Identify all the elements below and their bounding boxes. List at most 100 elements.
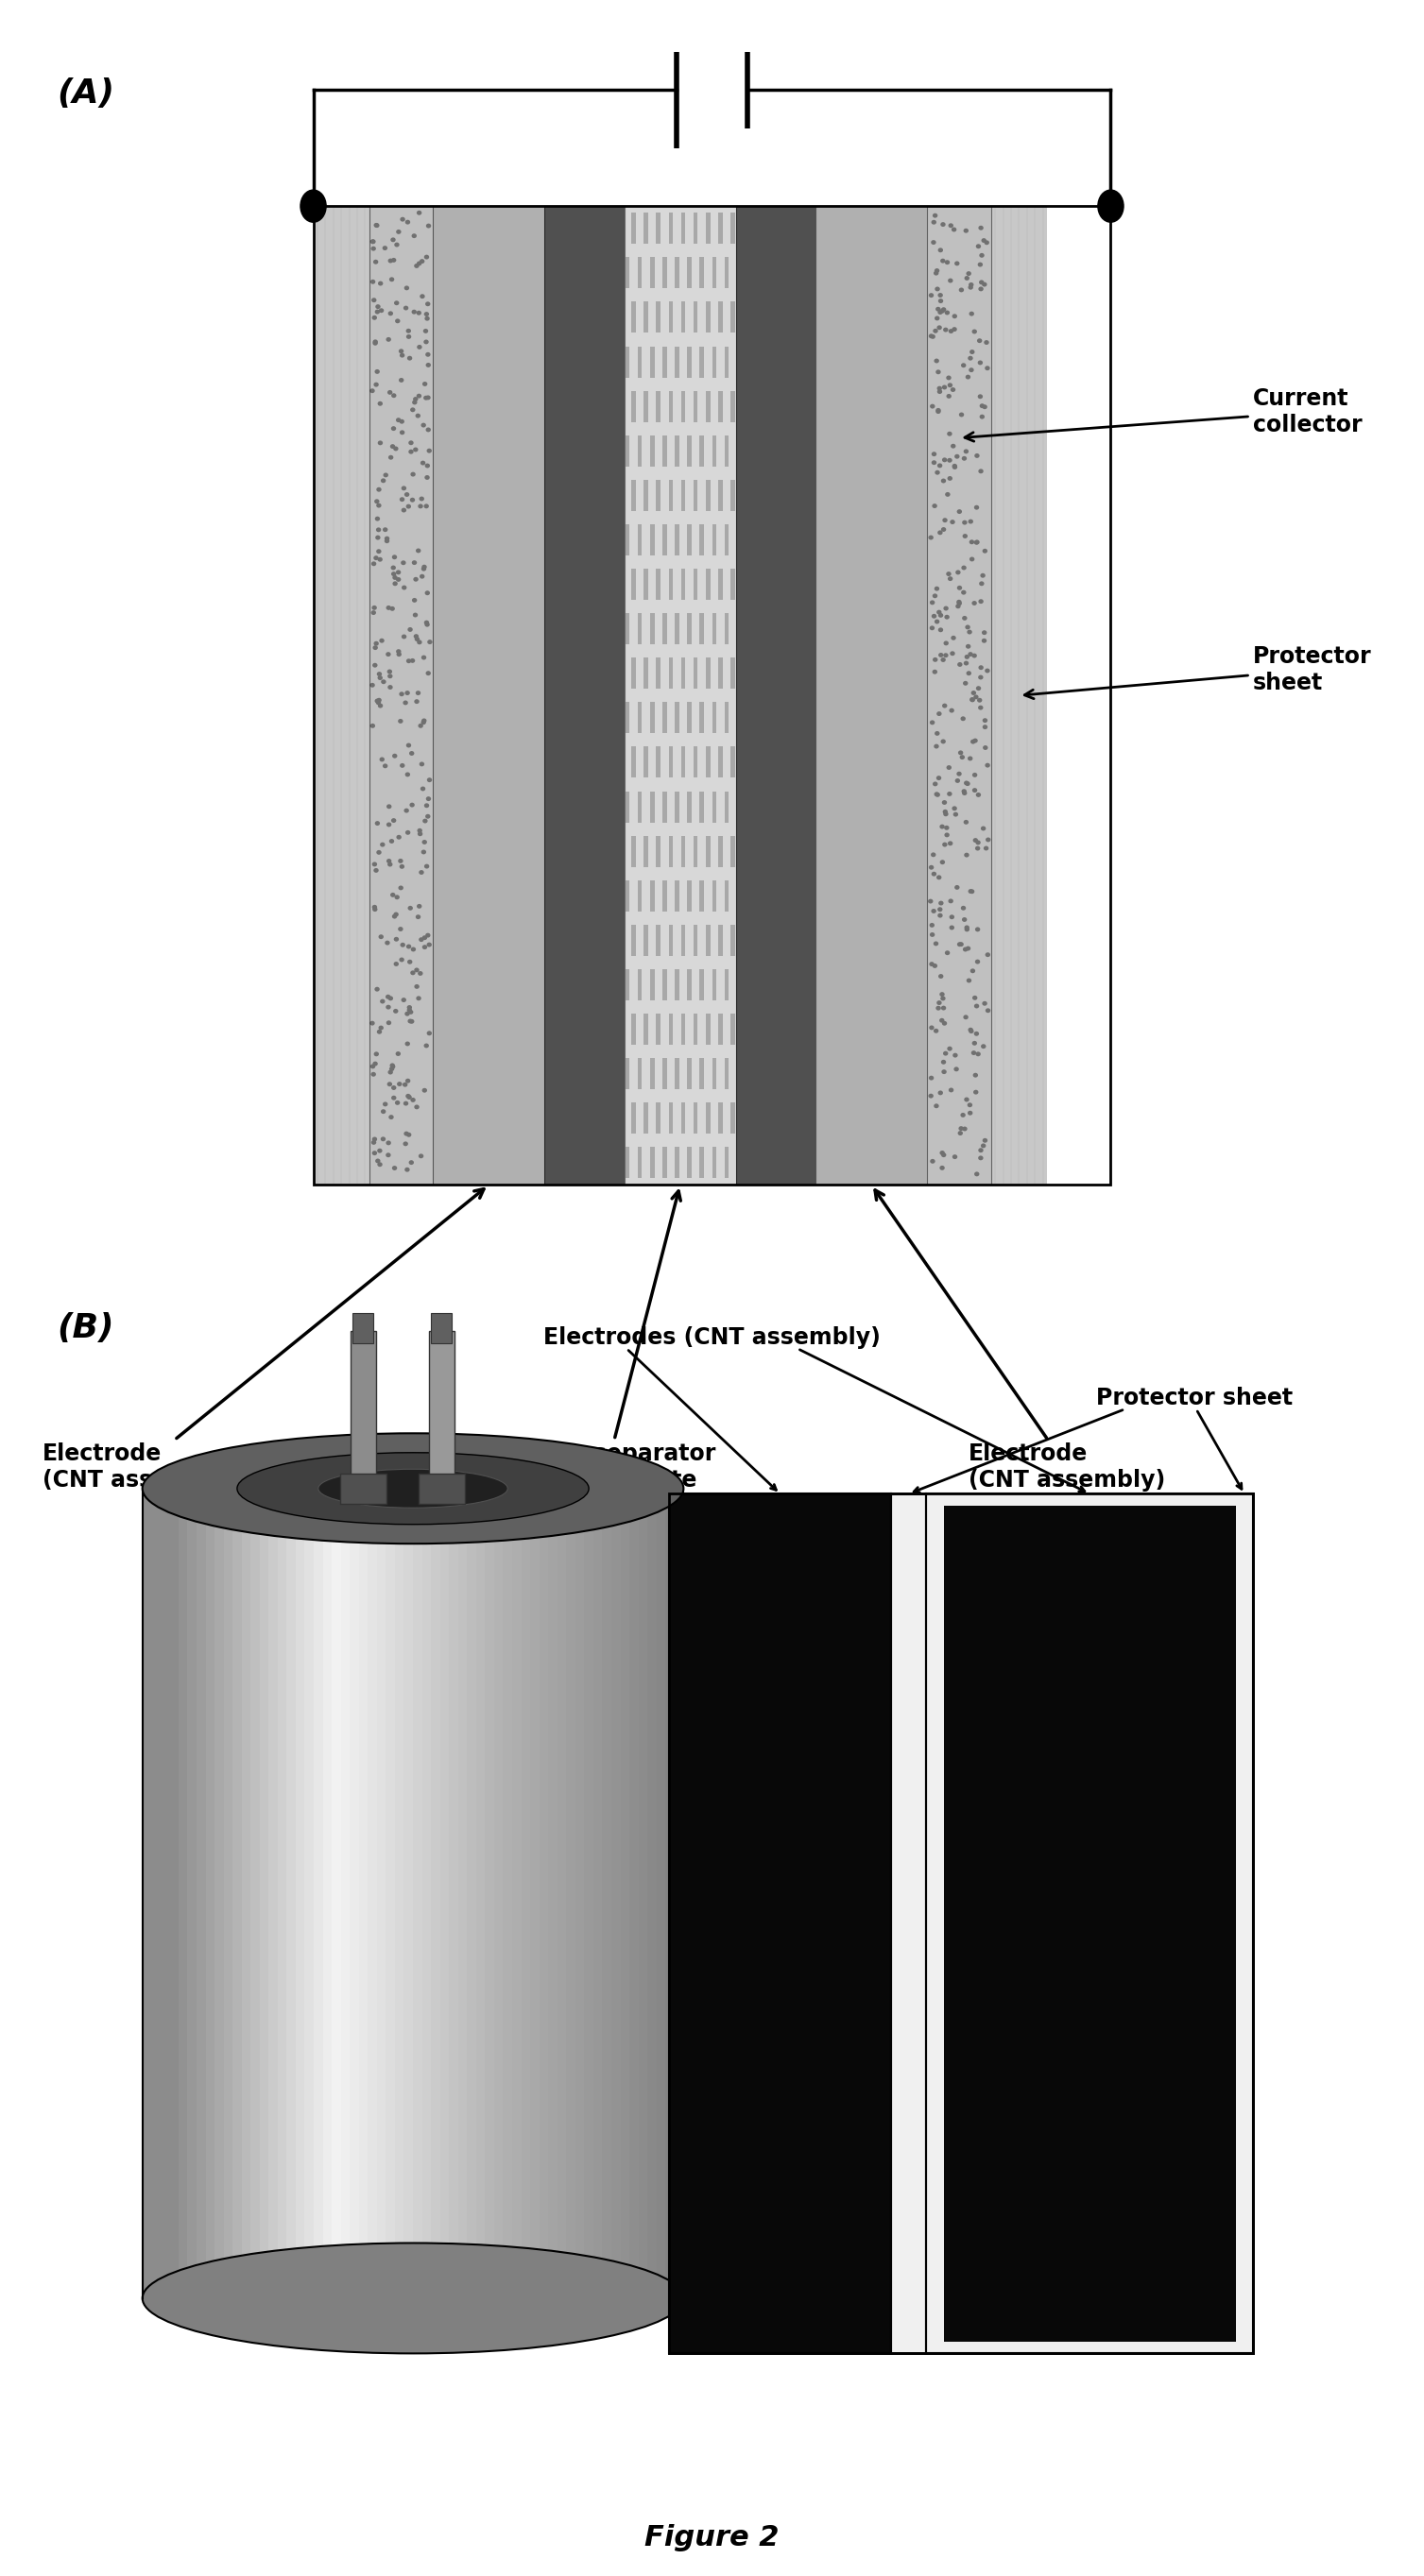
Circle shape (967, 629, 973, 634)
Circle shape (974, 1030, 980, 1036)
Bar (644, 214, 648, 245)
Bar (725, 1146, 729, 1177)
Circle shape (978, 600, 984, 603)
Bar (706, 214, 711, 245)
Circle shape (973, 330, 977, 335)
Bar (699, 969, 703, 999)
Bar (712, 435, 716, 466)
Circle shape (422, 567, 426, 572)
Circle shape (423, 381, 427, 386)
Circle shape (968, 520, 973, 523)
Circle shape (417, 829, 423, 832)
Ellipse shape (300, 191, 326, 222)
Circle shape (936, 407, 941, 412)
Circle shape (953, 811, 958, 817)
Circle shape (406, 335, 412, 340)
Circle shape (951, 327, 957, 332)
Circle shape (406, 742, 412, 747)
Circle shape (419, 1154, 423, 1159)
Circle shape (957, 510, 963, 515)
Circle shape (974, 453, 980, 459)
Bar (681, 1012, 685, 1046)
Circle shape (968, 652, 973, 657)
Bar (649, 258, 655, 289)
Circle shape (933, 940, 938, 945)
Bar (625, 435, 629, 466)
Circle shape (947, 433, 953, 435)
Circle shape (961, 716, 965, 721)
Circle shape (973, 1090, 978, 1095)
Circle shape (427, 639, 433, 644)
Circle shape (417, 904, 422, 909)
Circle shape (934, 1028, 938, 1033)
Circle shape (380, 842, 384, 848)
Circle shape (983, 283, 987, 286)
Bar (731, 1012, 735, 1046)
Circle shape (950, 386, 956, 392)
Circle shape (977, 698, 983, 703)
Circle shape (936, 775, 941, 781)
Circle shape (406, 1079, 410, 1082)
Circle shape (957, 943, 963, 945)
Circle shape (422, 935, 427, 940)
Circle shape (404, 1131, 409, 1136)
Circle shape (983, 404, 987, 410)
Bar (431, 1314, 451, 1342)
Bar (232, 1489, 242, 2298)
Bar (712, 703, 716, 734)
Text: Porous separator
with electrolyte: Porous separator with electrolyte (498, 1190, 716, 1492)
Circle shape (390, 443, 396, 448)
Bar (649, 1059, 655, 1090)
Circle shape (420, 260, 424, 263)
Circle shape (373, 340, 377, 345)
Bar (142, 1489, 151, 2298)
Bar (584, 1489, 594, 2298)
Circle shape (934, 1103, 938, 1108)
Circle shape (947, 477, 953, 482)
Circle shape (978, 706, 983, 711)
Circle shape (419, 871, 424, 876)
Circle shape (412, 399, 417, 404)
Circle shape (417, 211, 422, 216)
Bar (675, 345, 679, 376)
Circle shape (402, 997, 406, 1002)
Bar (718, 569, 722, 600)
Bar (699, 703, 703, 734)
Circle shape (375, 368, 380, 374)
Bar (693, 747, 698, 778)
Circle shape (930, 933, 934, 938)
Circle shape (951, 227, 957, 232)
Circle shape (975, 840, 981, 845)
Circle shape (947, 459, 953, 464)
Circle shape (948, 1087, 954, 1092)
Circle shape (933, 657, 938, 662)
Bar (638, 613, 642, 644)
Bar (386, 1489, 394, 2298)
Circle shape (937, 912, 943, 917)
Circle shape (941, 307, 946, 312)
Circle shape (928, 335, 934, 337)
Circle shape (930, 404, 936, 410)
Circle shape (946, 492, 950, 497)
Circle shape (953, 464, 957, 469)
Circle shape (412, 598, 417, 603)
Bar (693, 925, 698, 956)
Circle shape (376, 701, 382, 706)
Circle shape (971, 690, 977, 696)
Circle shape (377, 281, 383, 286)
Bar (706, 1012, 711, 1046)
Circle shape (375, 500, 379, 505)
Bar (429, 1332, 454, 1489)
Circle shape (413, 634, 419, 639)
Bar (350, 1332, 376, 1489)
Bar (718, 392, 722, 422)
Text: Current
collector: Current collector (964, 389, 1363, 440)
Bar (251, 1489, 259, 2298)
Circle shape (387, 312, 393, 317)
Circle shape (407, 958, 413, 963)
Circle shape (967, 1103, 973, 1108)
Bar (369, 206, 433, 1185)
Bar (675, 435, 679, 466)
Circle shape (956, 778, 960, 783)
Circle shape (964, 1097, 970, 1103)
